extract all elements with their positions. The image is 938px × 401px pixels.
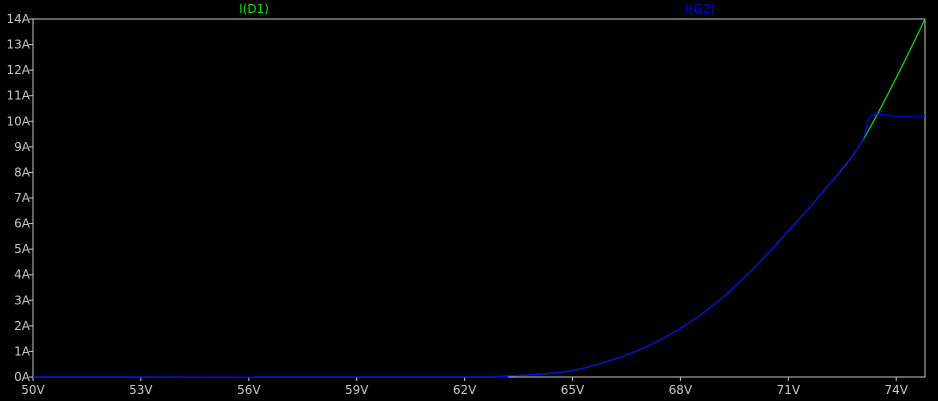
x-tick-label: 56V	[237, 383, 261, 397]
x-tick-label: 59V	[345, 383, 369, 397]
y-tick-label: 10A	[7, 114, 31, 128]
y-tick-label: 0A	[14, 370, 31, 384]
y-tick-label: 1A	[14, 344, 31, 358]
y-tick-label: 12A	[7, 63, 31, 77]
y-tick-label: 4A	[14, 268, 31, 282]
traces	[32, 18, 926, 378]
x-tick-label: 65V	[561, 383, 585, 397]
y-tick-label: 14A	[7, 12, 31, 26]
legend: I(D1) I(G2)	[239, 2, 715, 16]
plot-frame	[32, 18, 926, 378]
y-tick-label: 6A	[14, 217, 31, 231]
y-tick-label: 3A	[14, 293, 31, 307]
y-tick-label: 2A	[14, 319, 31, 333]
x-tick-label: 53V	[129, 383, 153, 397]
x-axis-ticks: 50V 53V 56V 59V 62V 65V 68V 71V 74V	[21, 377, 909, 397]
y-tick-label: 9A	[14, 140, 31, 154]
trace-ig2	[32, 113, 925, 378]
y-tick-label: 8A	[14, 165, 31, 179]
y-axis-ticks: 0A 1A 2A 3A 4A 5A 6A 7A 8A 9A 10A 11A 12A 13A 14A	[7, 12, 33, 384]
y-tick-label: 5A	[14, 242, 31, 256]
x-tick-label: 50V	[21, 383, 45, 397]
legend-entry[interactable]: I(D1)	[239, 2, 269, 16]
trace-id1	[32, 18, 926, 378]
y-tick-label: 13A	[7, 38, 31, 52]
legend-entry[interactable]: I(G2)	[685, 2, 715, 16]
x-tick-label: 62V	[453, 383, 477, 397]
x-tick-label: 68V	[669, 383, 693, 397]
x-tick-label: 71V	[777, 383, 801, 397]
y-tick-label: 11A	[7, 89, 31, 103]
x-tick-label: 74V	[884, 383, 908, 397]
y-tick-label: 7A	[14, 191, 31, 205]
